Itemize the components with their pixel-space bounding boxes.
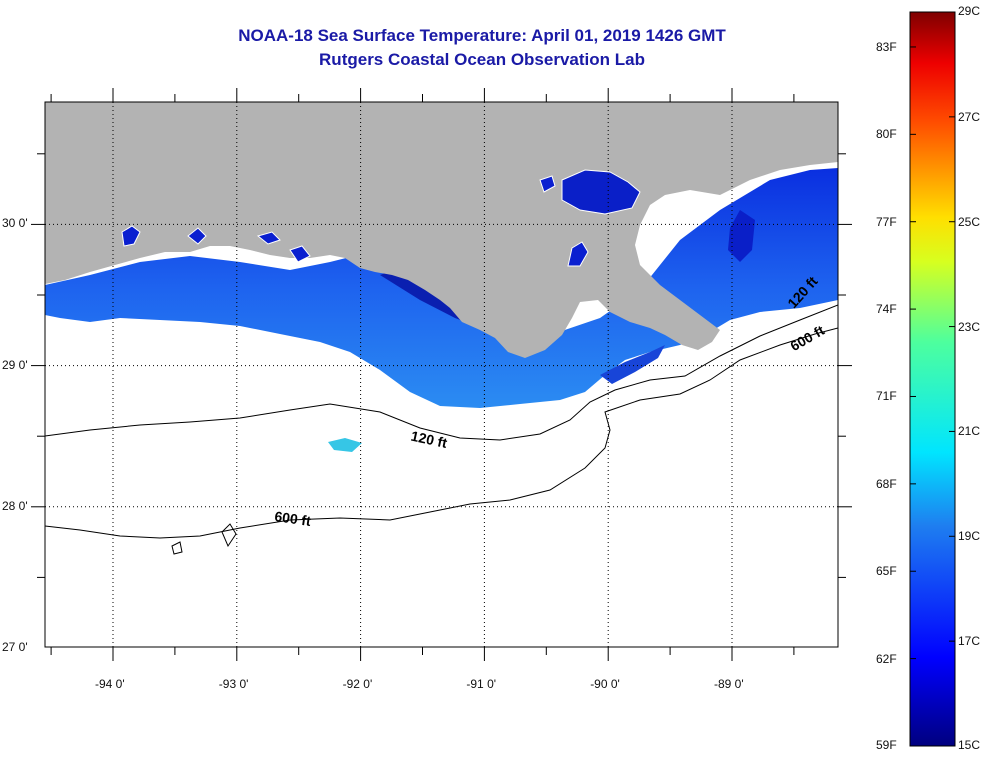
colorbar-fahrenheit-label: 65F xyxy=(876,564,897,579)
map-border xyxy=(44,101,839,648)
colorbar-celsius-label: 29C xyxy=(958,4,981,18)
lat-tick-label: 30 0' xyxy=(2,216,28,231)
contour-label: 600 ft xyxy=(274,508,313,529)
lat-tick-label: 29 0' xyxy=(2,357,28,372)
lake xyxy=(256,231,281,245)
lon-tick-label: -89 0' xyxy=(714,677,744,691)
colorbar xyxy=(909,11,956,747)
lon-tick-label: -91 0' xyxy=(466,677,497,691)
colorbar-celsius-label: 25C xyxy=(958,214,981,229)
colorbar-celsius-label: 27C xyxy=(958,109,981,124)
contour-label: 120 ft xyxy=(409,428,448,451)
lake-pontchartrain xyxy=(728,210,755,262)
colorbar-fahrenheit-label: 83F xyxy=(876,39,897,54)
colorbar-fahrenheit-label: 68F xyxy=(876,476,897,491)
colorbar-fahrenheit-label: 62F xyxy=(876,651,897,666)
lake xyxy=(289,245,311,263)
lon-tick-label: -93 0' xyxy=(218,677,249,691)
colorbar-fahrenheit-label: 71F xyxy=(876,389,897,404)
contour-600ft-loop xyxy=(171,541,183,555)
lake xyxy=(567,241,589,267)
lon-tick-label: -92 0' xyxy=(342,677,373,691)
colorbar-celsius-label: 15C xyxy=(958,738,981,752)
lon-tick-label: -90 0' xyxy=(590,677,620,691)
lake xyxy=(539,175,556,193)
contour-600ft xyxy=(45,327,838,539)
colorbar-fahrenheit-label: 59F xyxy=(876,738,897,752)
sst-offshore-patch xyxy=(328,438,362,452)
contour-600ft-loop xyxy=(221,523,237,548)
colorbar-fahrenheit-label: 74F xyxy=(876,302,897,317)
sst-coastal-band xyxy=(45,168,838,408)
lake xyxy=(561,169,641,215)
contour-120ft xyxy=(45,304,838,441)
colorbar-fahrenheit-label: 80F xyxy=(876,127,897,142)
lon-tick-label: -94 0' xyxy=(95,677,125,691)
map-subtitle: Rutgers Coastal Ocean Observation Lab xyxy=(319,50,645,69)
colorbar-celsius-label: 21C xyxy=(958,424,981,439)
lake xyxy=(187,227,207,245)
lake xyxy=(121,225,141,247)
colorbar-celsius-label: 17C xyxy=(958,634,981,649)
colorbar-celsius-label: 19C xyxy=(958,529,981,544)
colorbar-fahrenheit-label: 77F xyxy=(876,214,897,229)
colorbar-celsius-label: 23C xyxy=(958,319,981,334)
sst-mississippi-plume xyxy=(600,345,665,384)
map-title: NOAA-18 Sea Surface Temperature: April 0… xyxy=(238,26,726,45)
lat-tick-label: 28 0' xyxy=(2,498,28,513)
lat-tick-label: 27 0' xyxy=(2,640,28,654)
land-mass xyxy=(45,102,838,358)
